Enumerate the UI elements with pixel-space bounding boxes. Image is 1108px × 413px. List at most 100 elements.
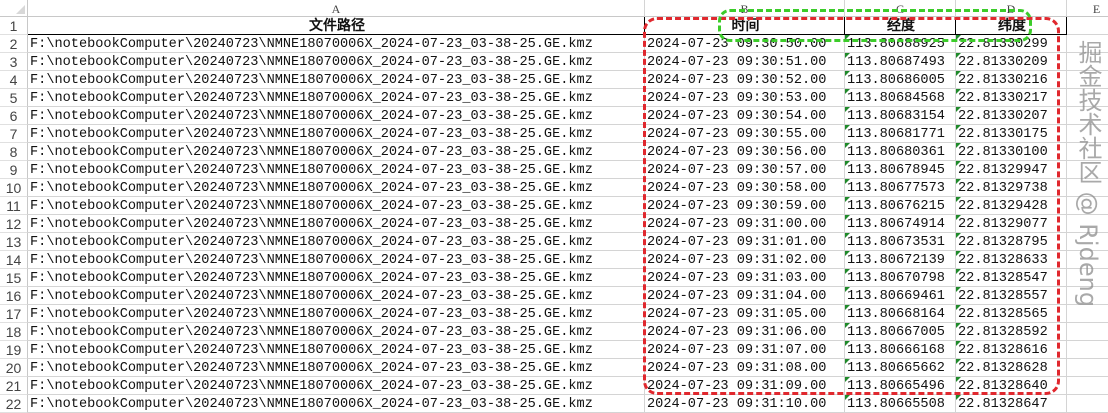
table-cell-time[interactable]: 2024-07-23 09:31:07.00 [645,341,845,359]
empty-cell[interactable] [1067,161,1108,179]
table-cell-lat[interactable]: 22.81328795 [956,233,1067,251]
table-cell-path[interactable]: F:\notebookComputer\20240723\NMNE1807000… [28,161,645,179]
empty-cell[interactable] [1067,107,1108,125]
table-cell-lat[interactable]: 22.81330175 [956,125,1067,143]
table-cell-lon[interactable]: 113.80674914 [845,215,956,233]
empty-cell[interactable] [1067,251,1108,269]
table-cell-path[interactable]: F:\notebookComputer\20240723\NMNE1807000… [28,179,645,197]
table-cell-lon[interactable]: 113.80677573 [845,179,956,197]
column-header-A[interactable]: A [28,0,645,17]
header-cell[interactable]: 经度 [845,17,956,35]
row-header[interactable]: 21 [0,377,28,395]
empty-cell[interactable] [1067,359,1108,377]
table-cell-time[interactable]: 2024-07-23 09:30:57.00 [645,161,845,179]
table-cell-time[interactable]: 2024-07-23 09:30:54.00 [645,107,845,125]
table-cell-path[interactable]: F:\notebookComputer\20240723\NMNE1807000… [28,377,645,395]
table-cell-lat[interactable]: 22.81330216 [956,71,1067,89]
table-cell-lat[interactable]: 22.81328633 [956,251,1067,269]
row-header[interactable]: 14 [0,251,28,269]
empty-cell[interactable] [1067,323,1108,341]
table-cell-lat[interactable]: 22.81330217 [956,89,1067,107]
column-header-B[interactable]: B [645,0,845,17]
table-cell-lat[interactable]: 22.81328616 [956,341,1067,359]
table-cell-lat[interactable]: 22.81330209 [956,53,1067,71]
table-cell-time[interactable]: 2024-07-23 09:31:06.00 [645,323,845,341]
row-header[interactable]: 20 [0,359,28,377]
empty-cell[interactable] [1067,89,1108,107]
table-cell-path[interactable]: F:\notebookComputer\20240723\NMNE1807000… [28,269,645,287]
header-cell[interactable]: 文件路径 [28,17,645,35]
table-cell-path[interactable]: F:\notebookComputer\20240723\NMNE1807000… [28,305,645,323]
empty-cell[interactable] [1067,395,1108,413]
table-cell-lon[interactable]: 113.80688925 [845,35,956,53]
table-cell-lat[interactable]: 22.81329738 [956,179,1067,197]
column-header-C[interactable]: C [845,0,956,17]
table-cell-lon[interactable]: 113.80666168 [845,341,956,359]
table-cell-path[interactable]: F:\notebookComputer\20240723\NMNE1807000… [28,125,645,143]
table-cell-time[interactable]: 2024-07-23 09:31:10.00 [645,395,845,413]
table-cell-time[interactable]: 2024-07-23 09:30:56.00 [645,143,845,161]
table-cell-lon[interactable]: 113.80681771 [845,125,956,143]
table-cell-lat[interactable]: 22.81330100 [956,143,1067,161]
table-cell-path[interactable]: F:\notebookComputer\20240723\NMNE1807000… [28,53,645,71]
row-header[interactable]: 12 [0,215,28,233]
table-cell-time[interactable]: 2024-07-23 09:31:05.00 [645,305,845,323]
row-header[interactable]: 9 [0,161,28,179]
row-header[interactable]: 19 [0,341,28,359]
table-cell-time[interactable]: 2024-07-23 09:30:58.00 [645,179,845,197]
table-cell-time[interactable]: 2024-07-23 09:30:55.00 [645,125,845,143]
column-header-E[interactable]: E [1067,0,1108,17]
table-cell-lon[interactable]: 113.80686005 [845,71,956,89]
header-cell[interactable]: 时间 [645,17,845,35]
table-cell-lon[interactable]: 113.80668164 [845,305,956,323]
row-header[interactable]: 10 [0,179,28,197]
table-cell-time[interactable]: 2024-07-23 09:31:03.00 [645,269,845,287]
table-cell-lon[interactable]: 113.80667005 [845,323,956,341]
empty-cell[interactable] [1067,17,1108,35]
table-cell-lon[interactable]: 113.80669461 [845,287,956,305]
table-cell-time[interactable]: 2024-07-23 09:31:02.00 [645,251,845,269]
table-cell-path[interactable]: F:\notebookComputer\20240723\NMNE1807000… [28,233,645,251]
row-header[interactable]: 8 [0,143,28,161]
table-cell-lat[interactable]: 22.81328628 [956,359,1067,377]
row-header[interactable]: 5 [0,89,28,107]
table-cell-path[interactable]: F:\notebookComputer\20240723\NMNE1807000… [28,323,645,341]
table-cell-lon[interactable]: 113.80676215 [845,197,956,215]
empty-cell[interactable] [1067,179,1108,197]
table-cell-time[interactable]: 2024-07-23 09:31:09.00 [645,377,845,395]
table-cell-path[interactable]: F:\notebookComputer\20240723\NMNE1807000… [28,287,645,305]
table-cell-lat[interactable]: 22.81328592 [956,323,1067,341]
table-cell-time[interactable]: 2024-07-23 09:31:00.00 [645,215,845,233]
empty-cell[interactable] [1067,197,1108,215]
table-cell-time[interactable]: 2024-07-23 09:31:04.00 [645,287,845,305]
select-all-corner[interactable] [0,0,28,17]
row-header[interactable]: 16 [0,287,28,305]
empty-cell[interactable] [1067,341,1108,359]
table-cell-path[interactable]: F:\notebookComputer\20240723\NMNE1807000… [28,341,645,359]
table-cell-time[interactable]: 2024-07-23 09:30:52.00 [645,71,845,89]
table-cell-lon[interactable]: 113.80665496 [845,377,956,395]
table-cell-path[interactable]: F:\notebookComputer\20240723\NMNE1807000… [28,215,645,233]
table-cell-path[interactable]: F:\notebookComputer\20240723\NMNE1807000… [28,107,645,125]
table-cell-time[interactable]: 2024-07-23 09:30:51.00 [645,53,845,71]
empty-cell[interactable] [1067,215,1108,233]
empty-cell[interactable] [1067,71,1108,89]
row-header[interactable]: 6 [0,107,28,125]
table-cell-lat[interactable]: 22.81329428 [956,197,1067,215]
row-header[interactable]: 4 [0,71,28,89]
table-cell-lon[interactable]: 113.80687493 [845,53,956,71]
empty-cell[interactable] [1067,53,1108,71]
table-cell-lat[interactable]: 22.81330207 [956,107,1067,125]
table-cell-path[interactable]: F:\notebookComputer\20240723\NMNE1807000… [28,71,645,89]
empty-cell[interactable] [1067,287,1108,305]
empty-cell[interactable] [1067,269,1108,287]
row-header[interactable]: 22 [0,395,28,413]
table-cell-lon[interactable]: 113.80680361 [845,143,956,161]
table-cell-lat[interactable]: 22.81328565 [956,305,1067,323]
table-cell-lon[interactable]: 113.80673531 [845,233,956,251]
table-cell-path[interactable]: F:\notebookComputer\20240723\NMNE1807000… [28,395,645,413]
empty-cell[interactable] [1067,125,1108,143]
empty-cell[interactable] [1067,143,1108,161]
row-header[interactable]: 18 [0,323,28,341]
empty-cell[interactable] [1067,35,1108,53]
